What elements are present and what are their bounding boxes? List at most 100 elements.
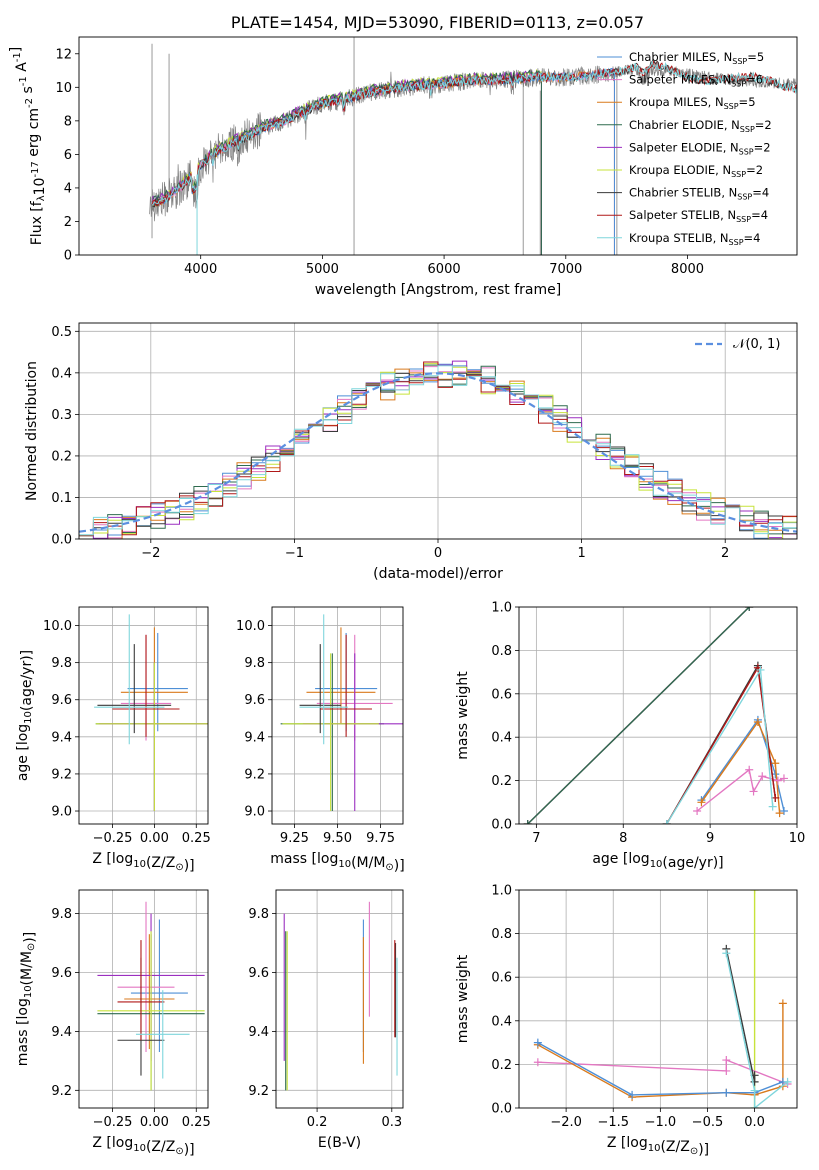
y-axis-label: age [log10(age/yr)] [15,650,35,781]
x-tick-label: 9.25 [280,831,309,846]
weight-marker [722,1066,731,1075]
weight-marker [693,806,702,815]
weight-marker [750,890,759,894]
weight-line [527,607,750,824]
legend-name: Salpeter ELODIE [629,140,723,154]
weight-marker [628,1090,637,1099]
x-axis-label: Z [log10(Z/Z⊙)] [92,851,194,874]
y-tick-label: 0.5 [51,325,72,340]
residual-histogram-step [79,365,797,536]
y-tick-label: 9.6 [51,693,72,708]
x-tick-label: 5000 [306,262,339,277]
x-tick-label: −1 [285,546,304,561]
legend-nssp: 4 [753,231,760,245]
y-tick-label: 9.6 [248,966,269,981]
figure-title: PLATE=1454, MJD=53090, FIBERID=0113, z=0… [231,13,644,32]
weight-marker [758,772,767,781]
y-tick-label: 0.4 [491,1014,512,1029]
weight-age-panel: 7 8 9 10 0.0 0.2 0.4 0.6 0.8 1.0 age [log10(age/yr… [455,601,805,872]
ebv-mass-plot-area [276,890,403,1108]
y-tick-label: 0.1 [51,491,72,506]
residual-histogram-step [79,361,797,536]
legend-entry: Salpeter STELIB, NSSP=4 [629,208,768,224]
axes-frame [78,36,798,256]
weight-z-plot-area [519,890,797,1108]
x-tick-label: −1.5 [597,1115,629,1130]
y-tick-label: 2 [64,215,72,230]
legend-name: Chabrier MILES [629,50,716,64]
weight-marker [749,787,758,796]
y-tick-label: 0.8 [491,927,512,942]
weight-marker [771,759,780,768]
y-tick-label: 10 [55,81,72,96]
x-tick-label: 8 [619,831,627,846]
x-tick-label: 8000 [671,262,704,277]
weight-marker [778,999,787,1008]
x-tick-label: 6000 [428,262,461,277]
legend-nssp: 4 [761,208,768,222]
weight-line [725,953,789,1108]
legend-nssp: 5 [757,50,764,64]
y-tick-label: 9.2 [51,1084,72,1099]
x-tick-label: 0.25 [182,831,211,846]
axes-frame [275,889,404,1109]
y-tick-label: 4 [64,181,72,196]
x-tick-label: −0.5 [692,1115,724,1130]
weight-marker [533,1038,542,1047]
y-tick-label: 9.2 [51,767,72,782]
y-tick-label: 9.4 [248,1025,269,1040]
axes-frame [78,889,209,1109]
y-tick-label: 1.0 [491,884,512,899]
weight-marker [662,820,671,824]
y-tick-label: 0.2 [491,774,512,789]
legend-name: Kroupa ELODIE [629,163,715,177]
y-tick-label: 0 [64,249,72,264]
y-tick-label: 9.8 [248,907,269,922]
x-tick-label: −2 [141,546,160,561]
weight-line [700,718,785,812]
legend-nssp: 2 [763,140,770,154]
axes-frame [518,606,798,825]
y-tick-label: 0.6 [491,687,512,702]
legend-nssp: 6 [756,73,763,87]
legend-entry: Chabrier ELODIE, NSSP=2 [629,118,772,134]
weight-marker [745,765,754,774]
legend-name: Chabrier STELIB [629,186,721,200]
x-axis-label: (data-model)/error [373,566,503,582]
legend-name: Kroupa STELIB [629,231,713,245]
y-tick-label: 0.3 [51,408,72,423]
y-tick-label: 9.6 [244,693,265,708]
y-tick-label: 9.0 [244,805,265,820]
y-tick-label: 0.2 [51,449,72,464]
weight-marker [697,798,706,807]
z-age-plot-area [79,607,208,824]
y-tick-label: 0.8 [491,644,512,659]
legend-name: Kroupa MILES [629,95,708,109]
weight-marker [775,809,784,818]
weight-marker [745,607,754,611]
y-tick-label: 0.4 [491,731,512,746]
x-axis-label: E(B-V) [318,1135,361,1151]
legend-nssp: 2 [764,118,771,132]
weight-marker [750,1086,759,1095]
weight-z-panel: −2.0 −1.5 −1.0 −0.5 0.0 0.0 0.2 0.4 0.6 0.8 1.0 Z [… [455,884,798,1158]
legend-name: Chabrier ELODIE [629,118,724,132]
panels: 4000 5000 6000 7000 8000024681012wavelength … [8,36,805,1158]
y-axis-label: Flux [fλ10-17 erg cm-2 s-1 A-1] [8,47,48,246]
y-tick-label: 9.4 [244,730,265,745]
residuals-plot-area [79,323,797,539]
x-tick-label: 0.00 [140,831,169,846]
weight-marker [773,776,782,785]
y-tick-label: 12 [55,47,72,62]
weight-marker [533,1058,542,1067]
y-tick-label: 0.0 [491,1102,512,1117]
y-tick-label: 9.8 [244,656,265,671]
weight-marker [756,665,765,674]
legend-entry: Salpeter MILES, NSSP=6 [629,73,763,89]
residuals-panel: −2 −1 0 1 2 0.0 0.1 0.2 0.3 0.4 0.5 (data-model)/er… [24,322,798,582]
legend-name: Salpeter MILES [629,73,715,87]
y-tick-label: 9.4 [51,1025,72,1040]
legend-nssp: 5 [748,95,755,109]
y-tick-label: 0.4 [51,366,72,381]
